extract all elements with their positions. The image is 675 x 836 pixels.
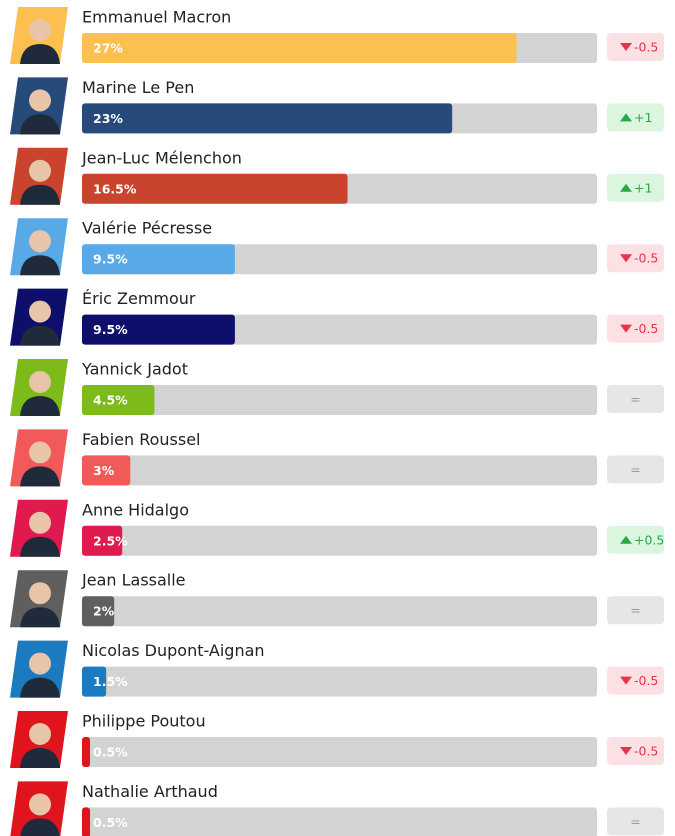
value-label: 23%: [93, 111, 123, 126]
value-label: 3%: [93, 463, 115, 478]
candidate-name: Fabien Roussel: [82, 430, 201, 449]
bar: [82, 807, 90, 836]
portrait-head: [29, 653, 51, 675]
value-label: 9.5%: [93, 322, 128, 337]
portrait-head: [29, 230, 51, 252]
change-label: +1: [634, 180, 652, 195]
value-label: 4.5%: [93, 393, 128, 408]
poll-chart: Emmanuel Macron 27% -0.5 Marine Le Pen 23% +1…: [0, 0, 675, 836]
value-label: 2%: [93, 604, 115, 619]
portrait-head: [29, 301, 51, 323]
candidate-name: Nicolas Dupont-Aignan: [82, 641, 265, 660]
change-label: =: [630, 814, 640, 829]
portrait-head: [29, 723, 51, 745]
portrait-head: [29, 441, 51, 463]
value-label: 27%: [93, 41, 123, 56]
candidate-name: Valérie Pécresse: [82, 219, 212, 238]
change-label: +0.5: [634, 532, 664, 547]
change-label: -0.5: [634, 40, 658, 55]
bar-track: [82, 737, 597, 767]
value-label: 16.5%: [93, 181, 137, 196]
bar: [82, 103, 452, 133]
candidate-name: Éric Zemmour: [82, 289, 196, 308]
candidate-name: Yannick Jadot: [81, 360, 188, 379]
change-label: =: [630, 603, 640, 618]
change-label: -0.5: [634, 744, 658, 759]
portrait-head: [29, 512, 51, 534]
change-label: -0.5: [634, 673, 658, 688]
bar-track: [82, 526, 597, 556]
portrait-head: [29, 19, 51, 41]
value-label: 1.5%: [93, 674, 128, 689]
portrait-head: [29, 371, 51, 393]
candidate-name: Nathalie Arthaud: [82, 782, 218, 801]
value-label: 2.5%: [93, 533, 128, 548]
candidate-name: Jean Lassalle: [81, 571, 186, 590]
candidate-name: Emmanuel Macron: [82, 8, 231, 27]
value-label: 9.5%: [93, 252, 128, 267]
bar-track: [82, 596, 597, 626]
portrait-head: [29, 582, 51, 604]
change-label: =: [630, 392, 640, 407]
change-label: +1: [634, 110, 652, 125]
bar-track: [82, 807, 597, 836]
candidate-name: Marine Le Pen: [82, 78, 194, 97]
candidate-name: Anne Hidalgo: [82, 500, 189, 519]
portrait-head: [29, 89, 51, 111]
bar: [82, 33, 517, 63]
change-label: -0.5: [634, 251, 658, 266]
bar-track: [82, 455, 597, 485]
bar: [82, 737, 90, 767]
candidate-name: Jean-Luc Mélenchon: [81, 148, 242, 167]
value-label: 0.5%: [93, 745, 128, 760]
candidate-name: Philippe Poutou: [82, 712, 206, 731]
portrait-head: [29, 793, 51, 815]
bar-track: [82, 385, 597, 415]
change-label: -0.5: [634, 321, 658, 336]
portrait-head: [29, 160, 51, 182]
change-label: =: [630, 462, 640, 477]
bar-track: [82, 667, 597, 697]
value-label: 0.5%: [93, 815, 128, 830]
